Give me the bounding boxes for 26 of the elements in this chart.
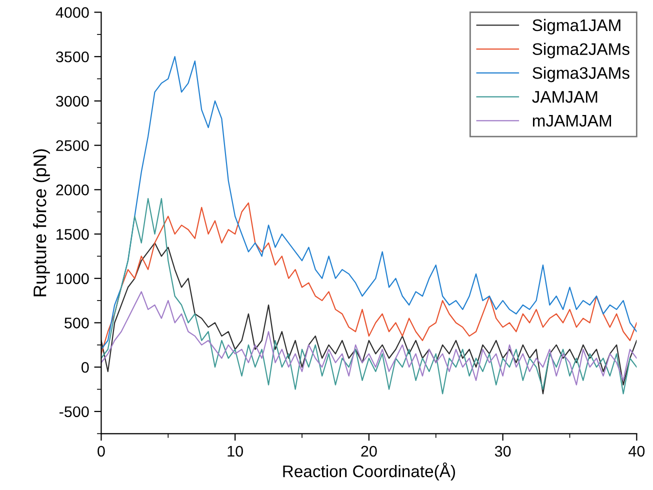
- legend-label: JAMJAM: [532, 91, 598, 103]
- y-tick-label: 500: [64, 318, 89, 328]
- line-series: [101, 202, 637, 354]
- y-tick-label: 1000: [56, 273, 89, 284]
- y-tick-label: 4000: [56, 7, 89, 18]
- line-series: [101, 291, 637, 386]
- legend-label: mJAMJAM: [532, 115, 612, 127]
- y-tick-label: 1500: [56, 228, 89, 240]
- y-tick-label: 3000: [56, 96, 89, 107]
- x-tick-label: 30: [494, 446, 511, 457]
- line-series: [101, 198, 637, 394]
- y-tick-label: 2000: [56, 184, 89, 196]
- x-tick-label: 20: [361, 446, 377, 457]
- y-tick-label: 0: [82, 362, 89, 373]
- y-tick-label: -500: [60, 406, 89, 418]
- x-tick-label: 0: [98, 446, 105, 457]
- y-axis-title: Rupture force (pN): [33, 149, 50, 296]
- line-series: [101, 242, 637, 394]
- x-tick-label: 40: [628, 446, 645, 457]
- legend-label: Sigma2JAMs: [532, 42, 630, 58]
- x-axis-title: Reaction Coordinate(Å): [283, 462, 455, 481]
- x-tick-label: 10: [228, 446, 243, 457]
- legend-label: Sigma1JAM: [532, 18, 620, 34]
- legend-label: Sigma3JAMs: [532, 66, 630, 82]
- y-tick-label: 3500: [56, 51, 89, 62]
- y-tick-label: 2500: [56, 140, 89, 152]
